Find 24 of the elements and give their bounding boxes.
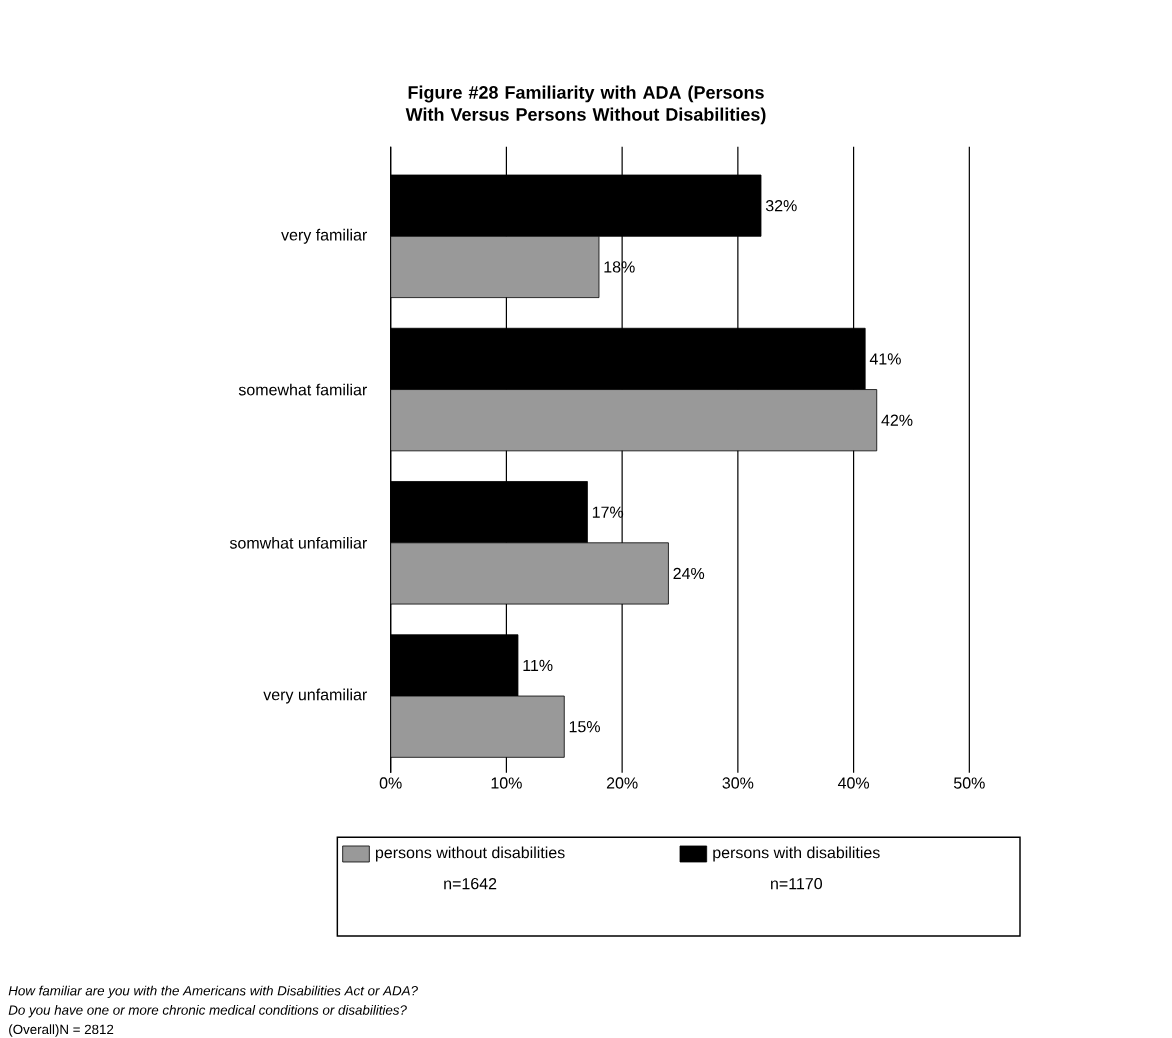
text: Do you have one or more chronic medical conditions or disabilities?: [8, 1004, 407, 1018]
text: n=1170: [771, 877, 823, 890]
data-label: 42%: [881, 414, 913, 426]
chart-title: Figure #28 Familiarity with ADA (Persons With Versus Persons Without Disabilities): [405, 85, 766, 125]
x-tick-label: 0%: [379, 777, 402, 789]
x-tick-label: 20%: [606, 777, 638, 789]
data-label: 24%: [673, 567, 705, 580]
data-label: 11%: [523, 659, 553, 671]
data-label: 41%: [869, 353, 901, 365]
x-tick-label: 10%: [491, 777, 522, 789]
x-tick-label: 50%: [953, 777, 985, 789]
x-tick-label: 40%: [837, 777, 870, 789]
text: n=1642: [444, 877, 497, 890]
legend-label: persons with disabilities: [713, 846, 880, 862]
text: How familiar are you with the Americans with Disabilities Act or ADA?: [8, 985, 418, 999]
y-tick-label: very unfamiliar: [263, 688, 367, 704]
text: (Overall)N = 2812: [9, 1024, 114, 1037]
y-tick-label: very familiar: [281, 228, 367, 244]
x-tick-label: 30%: [722, 777, 754, 789]
data-label: 32%: [765, 200, 797, 212]
legend-label: persons without disabilities: [375, 846, 565, 862]
data-label: 15%: [569, 721, 600, 733]
y-tick-label: somwhat unfamiliar: [229, 536, 367, 549]
y-tick-label: somewhat familiar: [238, 383, 367, 396]
